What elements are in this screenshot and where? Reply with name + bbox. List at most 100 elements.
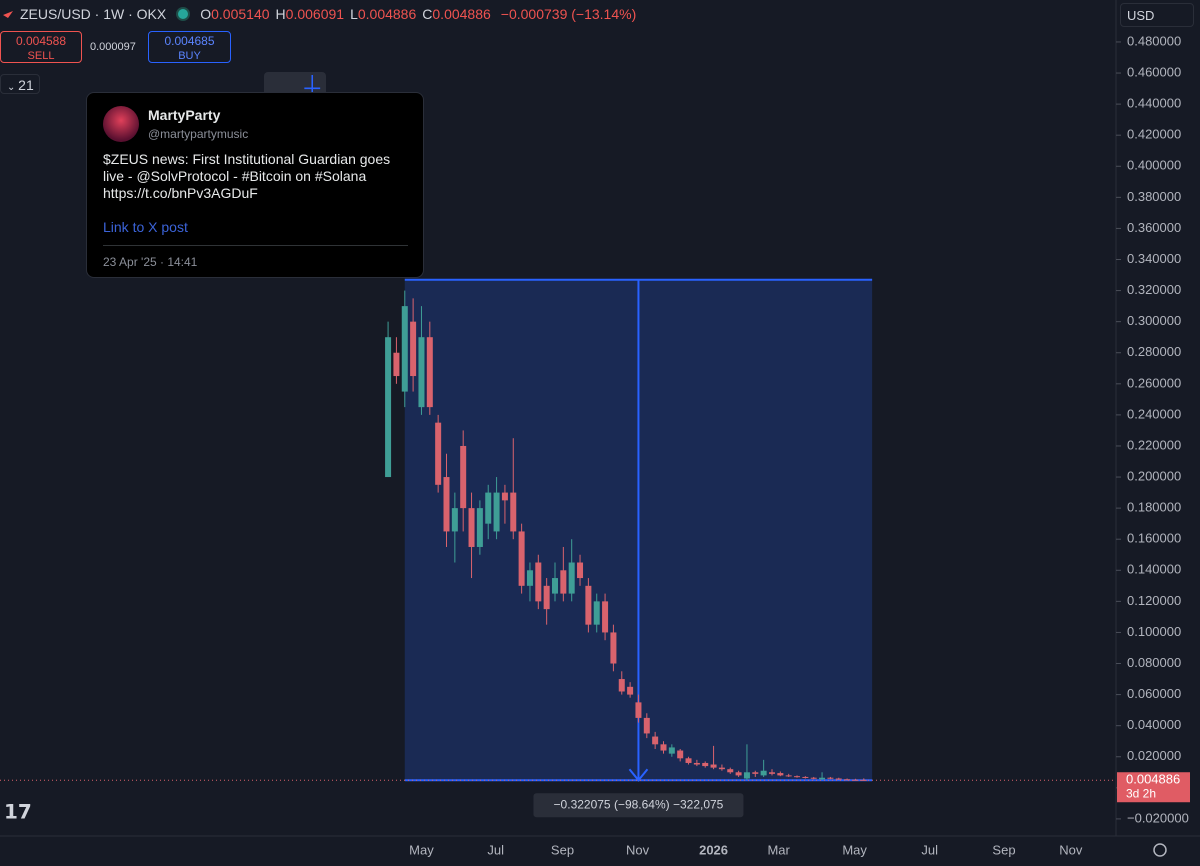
symbol-icon (3, 11, 13, 18)
candle-body (460, 445, 467, 509)
x-tick-label: May (842, 842, 867, 857)
candle-body (543, 585, 550, 610)
countdown: 3d 2h (1126, 786, 1156, 800)
candle-body (819, 777, 826, 780)
candle-body (685, 758, 692, 763)
post-link[interactable]: Link to X post (103, 219, 188, 235)
settings-icon[interactable] (1153, 843, 1167, 857)
candle-body (426, 337, 433, 408)
x-tick-label: Jul (921, 842, 938, 857)
field-key: H (275, 6, 286, 22)
y-tick-label: 0.080000 (1127, 655, 1181, 670)
candle-body (710, 764, 717, 768)
candle-body (602, 601, 609, 633)
y-tick-label: 0.180000 (1127, 500, 1181, 515)
candle-body (560, 570, 567, 594)
candle-body (451, 508, 458, 532)
y-tick-label: 0.060000 (1127, 686, 1181, 701)
sell-price: 0.004588 (15, 34, 67, 48)
candle-body (835, 778, 842, 780)
candle-body (794, 776, 801, 778)
candle-body (785, 775, 792, 777)
measure-label: −0.322075 (−98.64%) −322,075 (554, 797, 724, 811)
candle-body (635, 702, 642, 718)
candle-body (827, 777, 834, 779)
candle-body (735, 772, 742, 776)
price-axis (1116, 0, 1200, 866)
sell-button[interactable]: 0.004588 SELL (0, 31, 82, 63)
y-tick-label: 0.240000 (1127, 406, 1181, 421)
field-key: O (200, 6, 212, 22)
candle-body (777, 773, 784, 776)
candle-body (743, 772, 750, 779)
x-tick-label: 2026 (699, 842, 728, 857)
currency-select[interactable]: USD (1120, 3, 1194, 27)
post-card: MartyParty @martypartymusic $ZEUS news: … (86, 92, 424, 278)
legend: ZEUS/USD · 1W · OKX O0.005140 H0.006091 L0… (0, 6, 636, 22)
candle-body (677, 750, 684, 759)
post-author: MartyParty (148, 107, 221, 123)
measure-arrowhead (628, 768, 649, 782)
field-key: L (350, 6, 358, 22)
y-tick-label: 0.040000 (1127, 717, 1181, 732)
candle-body (802, 776, 809, 778)
y-tick-label: 0.460000 (1127, 64, 1181, 79)
spread: 0.000097 (90, 41, 136, 53)
candle-body (693, 762, 700, 765)
y-tick-label: 0.200000 (1127, 468, 1181, 483)
candle-body (535, 562, 542, 602)
candle-body (643, 717, 650, 734)
x-tick-label: Jul (487, 842, 504, 857)
candle-body (852, 779, 859, 781)
buy-button[interactable]: 0.004685 BUY (148, 31, 231, 63)
buy-price: 0.004685 (164, 34, 215, 48)
candle-body (668, 747, 675, 754)
candle-body (435, 422, 442, 485)
x-tick-label: Nov (1059, 842, 1083, 857)
y-tick-label: 0.160000 (1127, 531, 1181, 546)
x-tick-label: Mar (767, 842, 790, 857)
candle-body (618, 679, 625, 692)
last-price-tag (1117, 772, 1190, 803)
y-tick-label: 0.340000 (1127, 251, 1181, 266)
candle-body (627, 686, 634, 695)
y-tick-label: −0.020000 (1127, 810, 1189, 825)
candle-body (443, 477, 450, 532)
candle-body (844, 779, 851, 781)
candle-body (660, 744, 667, 751)
candle-body (518, 531, 525, 586)
x-tick-label: Sep (551, 842, 574, 857)
post-text: $ZEUS news: First Institutional Guardian… (103, 151, 391, 201)
field-value: 0.004886 (432, 6, 491, 22)
y-tick-label: 0.280000 (1127, 344, 1181, 359)
candle-body (510, 492, 517, 532)
y-tick-label: 0.480000 (1127, 33, 1181, 48)
ohlc: O0.005140 H0.006091 L0.004886 C0.004886 (200, 6, 497, 22)
indicators-toggle[interactable]: ⌄ 21 (0, 74, 40, 94)
candle-body (585, 585, 592, 625)
candle-body (401, 306, 408, 392)
divider (103, 245, 408, 246)
symbol[interactable]: ZEUS/USD · 1W · OKX (20, 6, 167, 22)
y-tick-label: 0.100000 (1127, 624, 1181, 639)
y-tick-label: 0.300000 (1127, 313, 1181, 328)
candle-body (810, 777, 817, 779)
candle-body (393, 352, 400, 377)
x-tick-label: Nov (626, 842, 650, 857)
field-key: C (422, 6, 433, 22)
candle-body (652, 736, 659, 745)
post-date: 23 Apr '25 · 14:41 (103, 255, 198, 269)
candle-body (568, 562, 575, 594)
y-tick-label: 0.260000 (1127, 375, 1181, 390)
candle-body (418, 337, 425, 408)
indicators-count: 21 (18, 77, 34, 93)
candle-body (727, 769, 734, 773)
change: −0.000739 (−13.14%) (500, 6, 637, 22)
candle-body (860, 779, 867, 781)
y-tick-label: 0.400000 (1127, 158, 1181, 173)
candle-body (610, 632, 617, 664)
candle-body (702, 762, 709, 767)
candle-body (760, 770, 767, 776)
y-tick-label: 0.440000 (1127, 96, 1181, 111)
